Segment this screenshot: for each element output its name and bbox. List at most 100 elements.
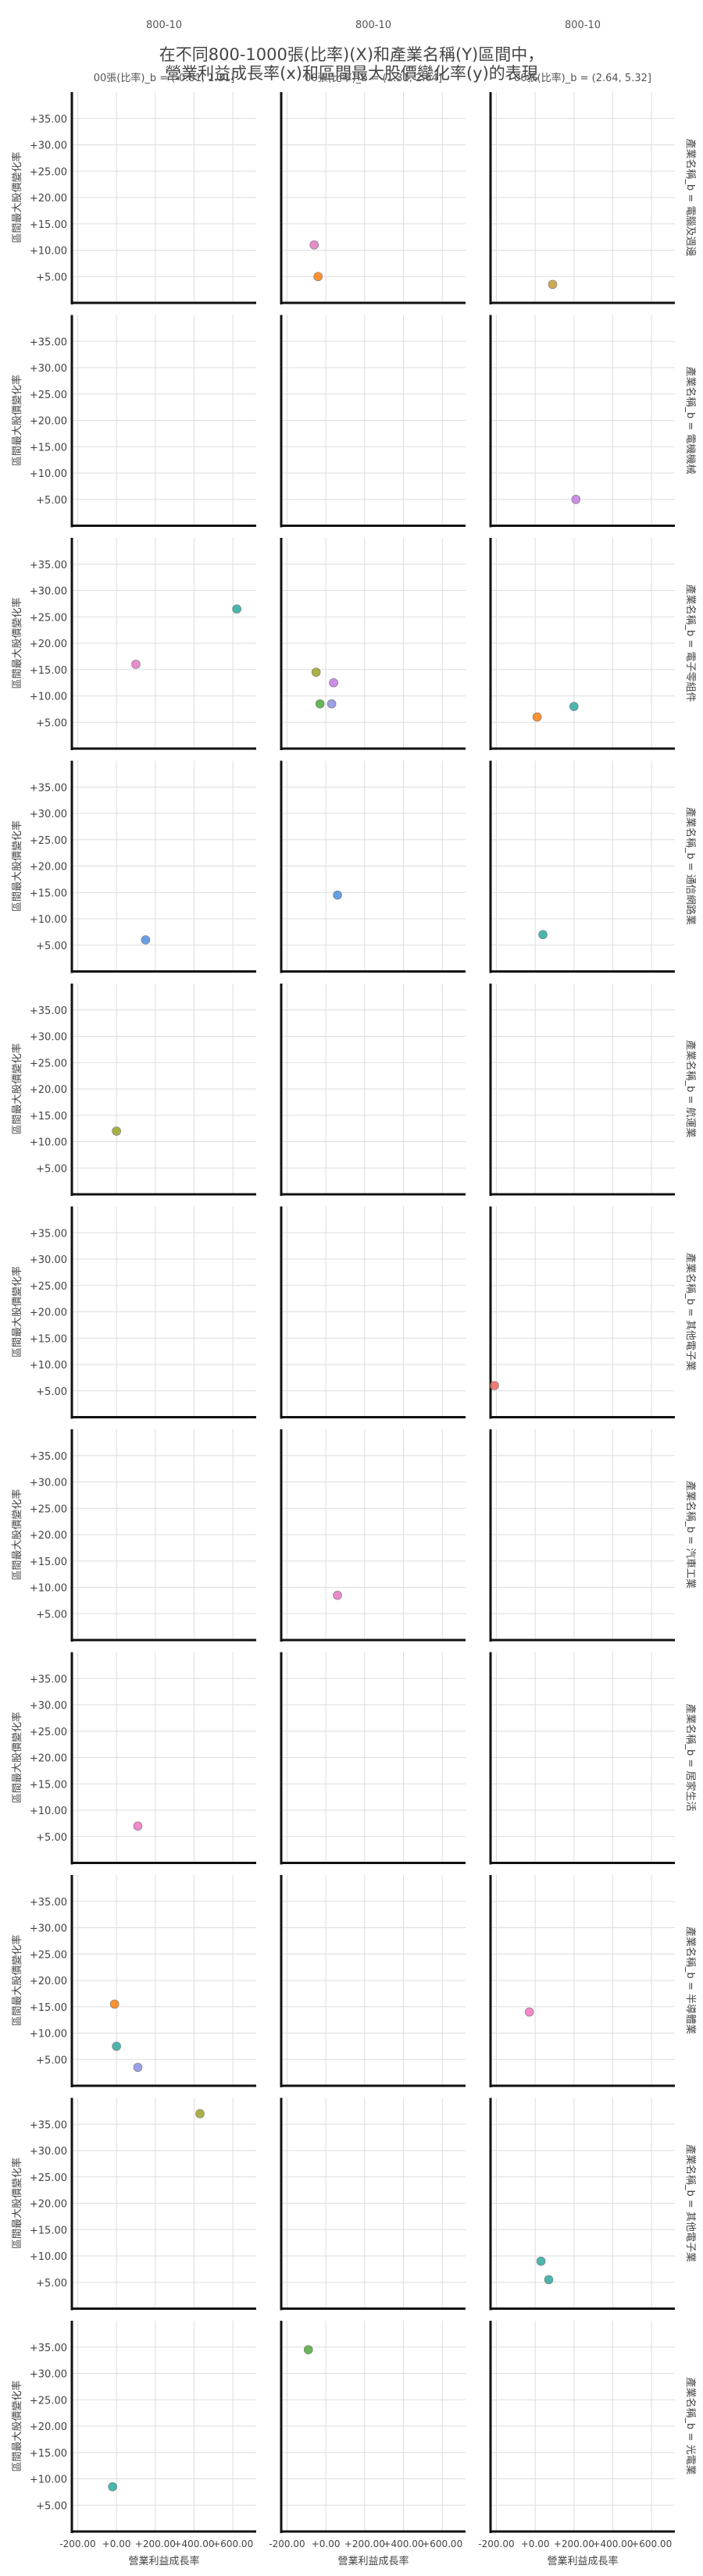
row-title: 產業名稱_b = 半導體業 — [684, 1927, 697, 2034]
data-point — [532, 712, 542, 722]
data-point — [544, 2275, 554, 2285]
y-tick-label: +35.00 — [30, 1451, 67, 1463]
y-tick-label: +25.00 — [30, 390, 67, 401]
y-tick-label: +20.00 — [30, 1530, 67, 1542]
x-tick-label: -200.00 — [478, 2539, 514, 2549]
x-tick-label: +200.00 — [554, 2539, 594, 2549]
data-point — [109, 1999, 120, 2009]
y-tick-label: +30.00 — [30, 1700, 67, 1712]
y-tick-label: +25.00 — [30, 835, 67, 847]
column-title-line-1: 800-10 — [355, 20, 391, 31]
y-tick-label: +30.00 — [30, 2369, 67, 2381]
data-point — [313, 272, 323, 282]
row-title: 產業名稱_b = 電機機械 — [684, 367, 697, 475]
y-tick-label: +30.00 — [30, 363, 67, 375]
x-tick-label: +600.00 — [631, 2539, 672, 2549]
x-tick-label: +0.00 — [312, 2539, 341, 2549]
y-axis-label: 區間最大股價變化率 — [11, 597, 23, 688]
y-tick-label: +15.00 — [30, 1779, 67, 1791]
y-tick-label: +10.00 — [30, 2029, 67, 2041]
column-title-line-2: 00張(比率)_b = (-0.01, 1.31] — [94, 72, 235, 84]
y-axis-label: 區間最大股價變化率 — [11, 151, 23, 243]
y-axis-label: 區間最大股價變化率 — [11, 820, 23, 912]
data-point — [133, 2062, 143, 2073]
y-tick-label: +10.00 — [30, 692, 67, 703]
y-tick-label: +20.00 — [30, 416, 67, 428]
y-tick-label: +25.00 — [30, 2395, 67, 2407]
data-point — [131, 660, 141, 669]
x-tick-label: +400.00 — [173, 2539, 214, 2549]
data-point — [571, 494, 581, 504]
y-tick-label: +15.00 — [30, 2225, 67, 2236]
y-tick-label: +30.00 — [30, 2146, 67, 2158]
data-point — [232, 604, 241, 614]
y-tick-label: +25.00 — [30, 1281, 67, 1293]
y-tick-label: +35.00 — [30, 1897, 67, 1909]
row-title: 產業名稱_b = 光電業 — [684, 2378, 697, 2475]
data-point — [141, 935, 151, 945]
data-point — [327, 699, 337, 709]
y-tick-label: +35.00 — [30, 336, 67, 348]
row-title: 產業名稱_b = 電腦及週邊 — [684, 139, 697, 257]
y-tick-label: +35.00 — [30, 2119, 67, 2131]
data-point — [329, 678, 338, 688]
y-tick-label: +10.00 — [30, 1806, 67, 1817]
y-tick-label: +5.00 — [36, 272, 67, 283]
y-tick-label: +5.00 — [36, 2278, 67, 2290]
data-point — [315, 699, 325, 709]
y-tick-label: +20.00 — [30, 1753, 67, 1765]
row-title: 產業名稱_b = 航運業 — [684, 1041, 697, 1138]
chart-title-line-1: 在不同800-1000張(比率)(X)和產業名稱(Y)區間中， — [159, 45, 544, 64]
y-tick-label: +15.00 — [30, 442, 67, 454]
y-tick-label: +5.00 — [36, 2500, 67, 2512]
data-point — [311, 667, 321, 677]
data-point — [548, 279, 558, 290]
data-point — [333, 890, 342, 900]
row-title: 產業名稱_b = 其他電子業 — [684, 2144, 697, 2262]
y-axis-label: 區間最大股價變化率 — [11, 2380, 23, 2471]
x-tick-label: +400.00 — [383, 2539, 423, 2549]
x-tick-label: -200.00 — [269, 2539, 305, 2549]
y-tick-label: +5.00 — [36, 1163, 67, 1175]
x-axis-label: 營業利益成長率 — [547, 2555, 618, 2567]
data-point — [195, 2108, 205, 2119]
y-tick-label: +5.00 — [36, 717, 67, 729]
data-point — [112, 2041, 121, 2051]
y-tick-label: +35.00 — [30, 782, 67, 794]
x-tick-label: +200.00 — [344, 2539, 385, 2549]
y-tick-label: +10.00 — [30, 1360, 67, 1372]
y-tick-label: +15.00 — [30, 1111, 67, 1123]
row-title: 產業名稱_b = 居家生活 — [684, 1704, 697, 1812]
data-point — [309, 240, 319, 250]
column-title-line-1: 800-10 — [146, 20, 182, 31]
y-tick-label: +25.00 — [30, 1503, 67, 1515]
y-tick-label: +30.00 — [30, 809, 67, 820]
x-tick-label: +200.00 — [135, 2539, 176, 2549]
y-tick-label: +35.00 — [30, 1228, 67, 1240]
y-tick-label: +15.00 — [30, 219, 67, 231]
y-axis-label: 區間最大股價變化率 — [11, 1489, 23, 1580]
data-point — [536, 2256, 546, 2266]
y-tick-label: +15.00 — [30, 1333, 67, 1345]
y-axis-label: 區間最大股價變化率 — [11, 1712, 23, 1803]
y-tick-label: +15.00 — [30, 888, 67, 899]
chart-title: 在不同800-1000張(比率)(X)和產業名稱(Y)區間中， 營業利益成長率(… — [0, 45, 703, 83]
y-tick-label: +15.00 — [30, 2002, 67, 2014]
y-tick-label: +35.00 — [30, 114, 67, 126]
data-point — [303, 2345, 313, 2354]
column-title-line-2: 00張(比率)_b = (1.31, 2.64] — [305, 72, 442, 84]
y-tick-label: +35.00 — [30, 1674, 67, 1685]
row-title: 產業名稱_b = 汽車工業 — [684, 1481, 697, 1589]
row-title: 產業名稱_b = 通信網路業 — [684, 807, 697, 925]
y-tick-label: +10.00 — [30, 914, 67, 926]
y-tick-label: +15.00 — [30, 1557, 67, 1568]
data-point — [569, 702, 579, 711]
y-tick-label: +5.00 — [36, 1386, 67, 1398]
y-tick-label: +10.00 — [30, 246, 67, 258]
y-tick-label: +5.00 — [36, 495, 67, 507]
y-tick-label: +35.00 — [30, 560, 67, 571]
y-tick-label: +15.00 — [30, 2448, 67, 2460]
x-tick-label: +0.00 — [102, 2539, 131, 2549]
y-tick-label: +25.00 — [30, 2172, 67, 2184]
